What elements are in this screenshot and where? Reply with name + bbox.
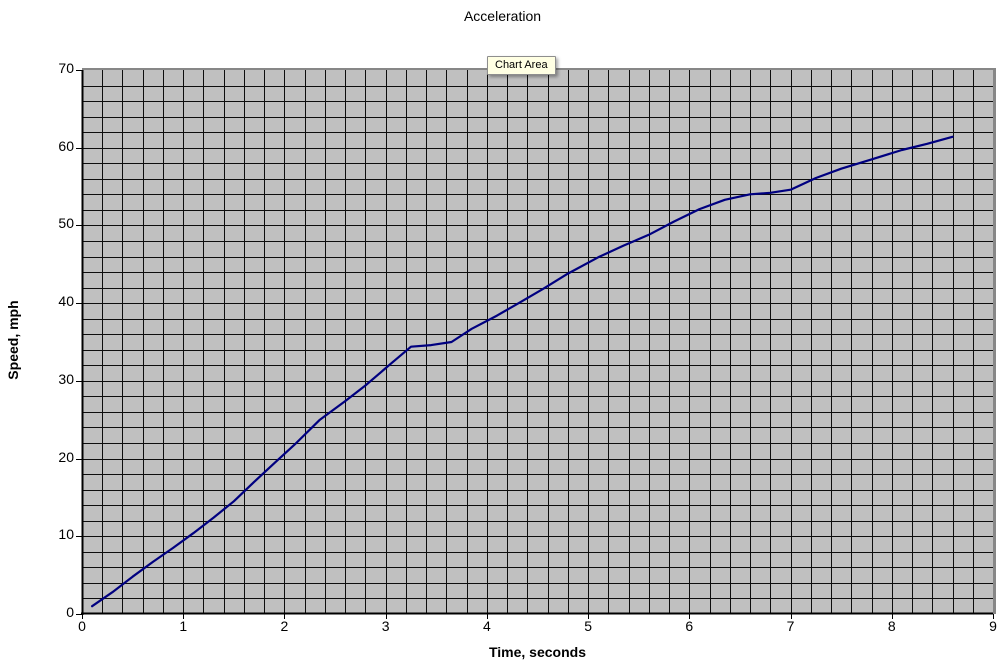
y-tick-label: 50 xyxy=(58,215,74,232)
y-tick-label: 60 xyxy=(58,137,74,154)
x-tick-label: 3 xyxy=(381,618,390,634)
gridlines-and-series-svg xyxy=(76,69,995,619)
y-tick-label: 20 xyxy=(58,448,74,465)
y-tick-label: 30 xyxy=(58,370,74,387)
x-tick-label: 0 xyxy=(78,618,86,634)
plot-area[interactable] xyxy=(76,68,996,619)
x-tick-label: 8 xyxy=(887,618,896,634)
x-tick-label: 2 xyxy=(280,618,289,634)
x-tick-label: 7 xyxy=(786,618,795,634)
y-tick-label: 40 xyxy=(58,293,74,310)
y-tick-label: 10 xyxy=(58,526,74,543)
chart-area-tooltip: Chart Area xyxy=(487,56,556,75)
tooltip-label: Chart Area xyxy=(495,59,548,71)
chart-title: Acceleration xyxy=(463,8,542,24)
x-axis-title: Time, seconds xyxy=(488,644,586,660)
x-tick-label: 4 xyxy=(482,618,491,634)
x-tick-label: 5 xyxy=(584,618,592,634)
x-tick-label: 6 xyxy=(685,618,694,634)
y-tick-label: 70 xyxy=(58,60,74,76)
x-tick-label: 9 xyxy=(989,618,997,634)
x-tick-label: 1 xyxy=(179,618,188,634)
y-axis-title: Speed, mph xyxy=(5,300,21,380)
y-tick-label: 0 xyxy=(66,604,74,620)
